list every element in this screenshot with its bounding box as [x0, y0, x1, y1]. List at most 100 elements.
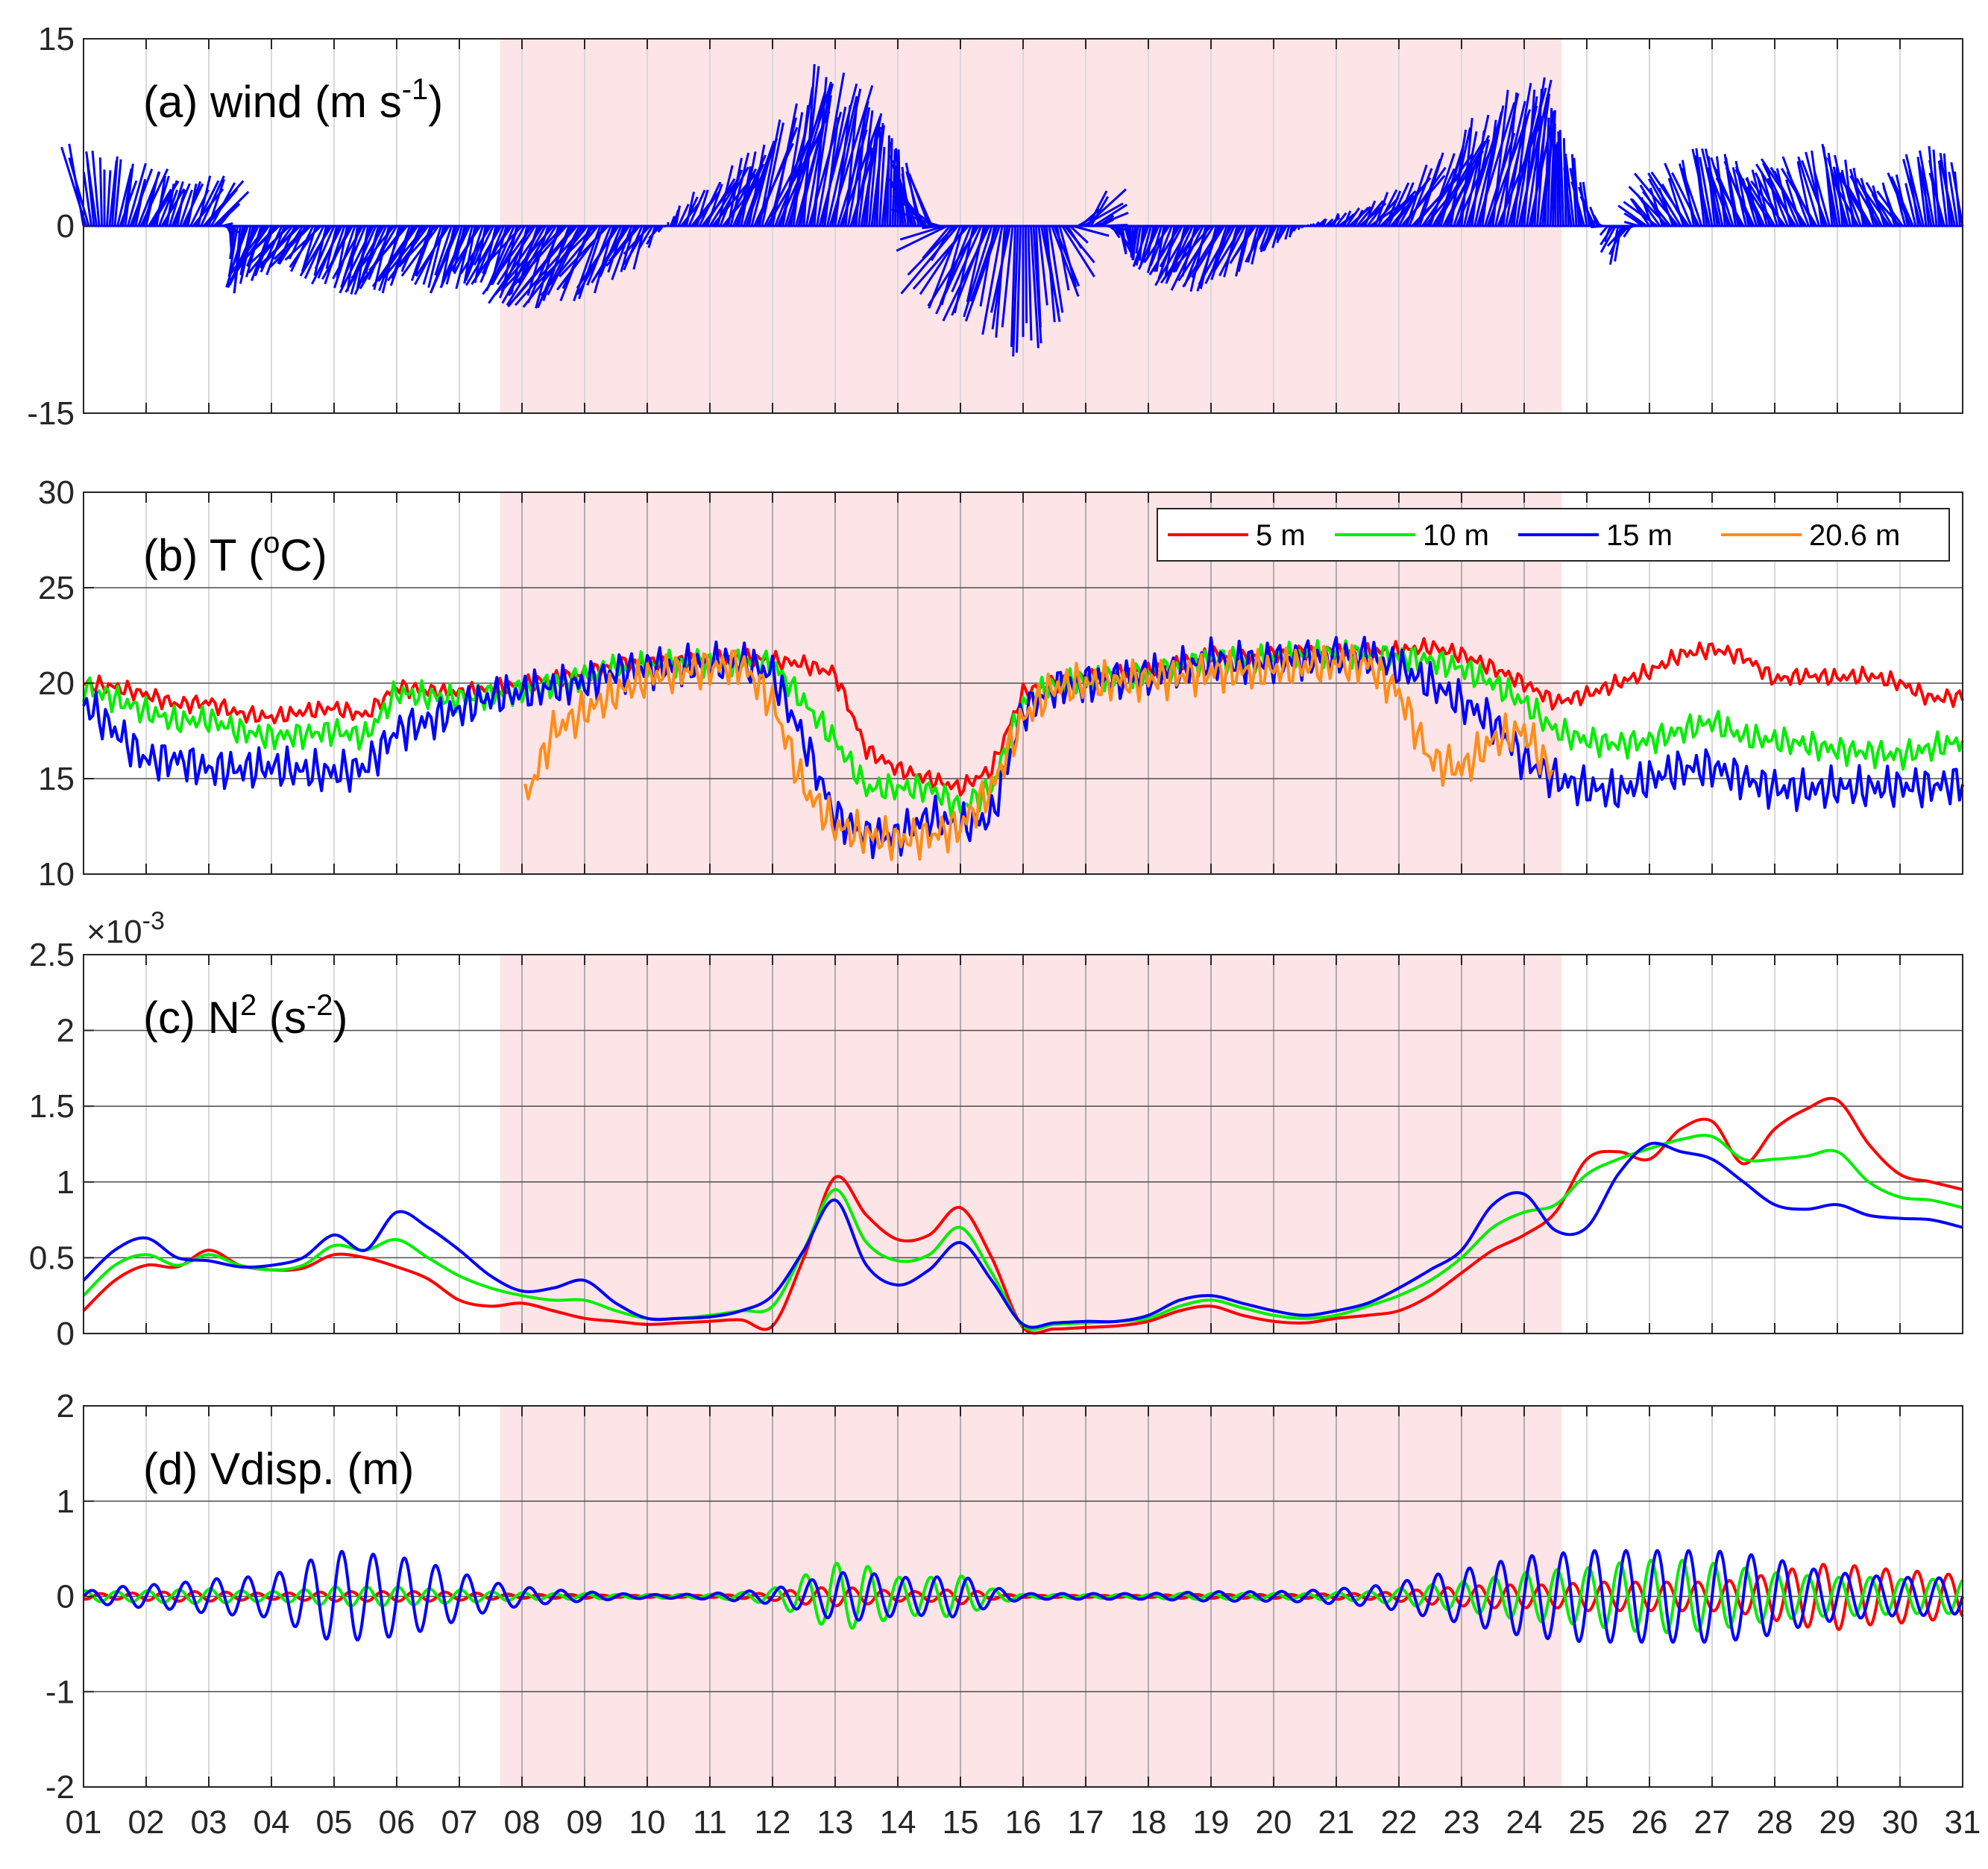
x-tick-label: 16 [1005, 1804, 1042, 1841]
wind-stick [422, 225, 442, 285]
wind-stick [912, 225, 969, 290]
wind-stick [485, 225, 515, 292]
wind-stick [1377, 189, 1398, 227]
wind-stick [1821, 143, 1839, 227]
wind-stick [1833, 154, 1852, 227]
wind-stick [116, 168, 133, 227]
wind-stick [1557, 131, 1562, 227]
panel-title: (b) T (oC) [143, 527, 327, 580]
wind-stick [359, 225, 398, 289]
x-tick-label: 15 [943, 1804, 979, 1841]
wind-stick [353, 225, 388, 295]
wind-stick [1182, 225, 1223, 288]
x-tick-label: 02 [128, 1804, 165, 1841]
x-tick-label: 23 [1444, 1804, 1480, 1841]
wind-stick [471, 225, 513, 286]
wind-stick [1408, 168, 1433, 227]
wind-stick [207, 178, 226, 227]
wind-stick [371, 225, 416, 288]
wind-stick [434, 225, 453, 276]
wind-stick [1832, 180, 1860, 227]
y-tick-label: 30 [38, 474, 75, 511]
wind-stick [1087, 190, 1108, 227]
wind-stick [1343, 210, 1352, 227]
wind-stick [1277, 225, 1288, 241]
wind-stick [1259, 225, 1270, 250]
wind-stick [1801, 160, 1828, 227]
wind-stick [127, 163, 147, 227]
wind-stick [1170, 225, 1204, 291]
wind-stick [1470, 131, 1485, 227]
wind-stick [737, 166, 752, 227]
panel-title-title-sup: 2 [240, 989, 257, 1022]
wind-stick [758, 119, 781, 227]
wind-stick [1623, 201, 1658, 227]
y-tick-label: 1.5 [29, 1088, 75, 1125]
wind-stick [1274, 225, 1286, 240]
wind-stick [1890, 176, 1914, 227]
wind-stick [269, 224, 312, 268]
wind-stick [1289, 225, 1296, 235]
wind-stick [1715, 177, 1745, 227]
wind-stick [1235, 225, 1249, 277]
wind-stick [197, 175, 212, 227]
wind-stick [1177, 225, 1215, 282]
wind-stick [1284, 225, 1291, 240]
y-tick-label: 2 [57, 1013, 75, 1049]
wind-stick [1012, 225, 1019, 356]
wind-stick [547, 225, 583, 296]
wind-stick [847, 107, 871, 227]
wind-stick [540, 225, 599, 297]
y-tick-label: 25 [38, 570, 75, 606]
wind-stick [1671, 172, 1700, 227]
wind-stick [1069, 224, 1089, 244]
series-line-5mm [82, 1096, 1963, 1335]
wind-stick [227, 225, 249, 277]
wind-stick [1429, 153, 1456, 227]
y-tick-label: 10 [38, 856, 75, 893]
wind-stick [377, 225, 419, 283]
wind-stick [648, 224, 661, 239]
panel-title-title: (d) Vdisp. (m) [143, 1444, 414, 1494]
wind-stick [1628, 186, 1669, 227]
wind-stick [1262, 225, 1277, 252]
wind-stick [1139, 225, 1152, 264]
wind-stick [1948, 172, 1959, 227]
panel-a: 15 0 -15 (a) wind (m s-1) [27, 21, 1964, 432]
series-line-206mm [523, 644, 1554, 861]
wind-stick [1855, 178, 1883, 227]
wind-stick [900, 225, 959, 295]
wind-stick [1704, 148, 1724, 227]
wind-stick [111, 156, 119, 227]
wind-stick [1335, 212, 1347, 227]
wind-stick [1937, 160, 1948, 227]
wind-stick [1755, 163, 1797, 227]
wind-stick [229, 225, 268, 275]
wind-stick [1001, 225, 1014, 327]
wind-stick [1387, 182, 1410, 227]
x-tick-label: 11 [693, 1804, 727, 1841]
wind-stick [494, 225, 555, 296]
wind-stick [1491, 89, 1509, 227]
exponent-label: ×10-3 [86, 907, 165, 950]
wind-stick [1479, 105, 1505, 227]
wind-stick [1950, 162, 1964, 227]
wind-stick [1333, 213, 1340, 227]
wind-stick [1030, 225, 1039, 348]
wind-stick [1066, 225, 1083, 249]
wind-stick [1641, 191, 1672, 227]
wind-stick [591, 225, 630, 283]
wind-stick [106, 170, 112, 227]
y-tick-label: 2 [57, 1388, 75, 1424]
wind-stick [1599, 225, 1614, 246]
wind-stick [1563, 167, 1573, 227]
wind-stick [750, 157, 771, 227]
wind-stick [439, 225, 471, 289]
wind-stick [1691, 148, 1711, 227]
wind-stick [273, 224, 309, 260]
wind-stick [771, 103, 798, 227]
x-tick-label: 31 [1945, 1804, 1981, 1841]
wind-stick [186, 183, 198, 227]
wind-stick [1271, 225, 1280, 248]
